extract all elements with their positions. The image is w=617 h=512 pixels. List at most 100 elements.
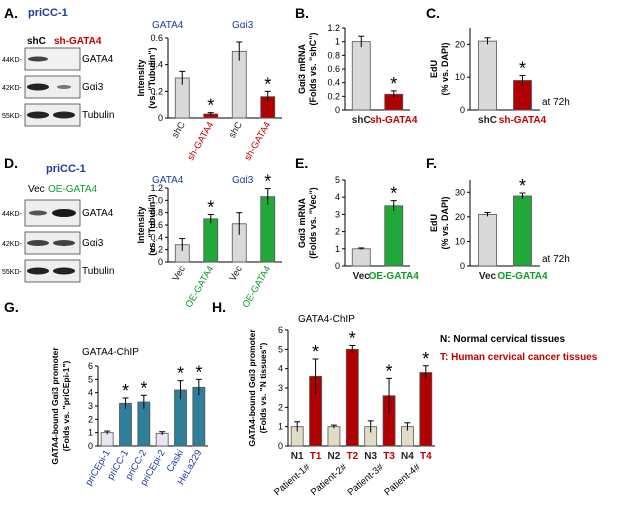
legend-h-tumor: T: Human cervical cancer tissues — [440, 352, 598, 363]
blot-d-lane-oe: OE-GATA4 — [48, 184, 98, 195]
chart-c-category-label: sh-GATA4 — [499, 115, 547, 126]
panel-h-label: H. — [212, 299, 226, 315]
blot-d-mw-44: 44KD- — [2, 211, 23, 218]
chart-c-ytick-label: 10 — [455, 72, 465, 82]
panel-a-blot: A. priCC-1 shC sh-GATA4 44KD- 42KD- 55KD… — [2, 5, 114, 127]
chart-b-ytick-label: 0.2 — [327, 91, 340, 101]
chart-f-annot: at 72h — [542, 254, 570, 265]
chart-d-category-label: OE-GATA4 — [241, 264, 274, 310]
chart-a-star: * — [207, 96, 214, 116]
chart-h-star: * — [422, 349, 429, 369]
chart-d-star: * — [264, 172, 271, 192]
chart-a-ytick-label: 0.2 — [150, 86, 163, 96]
blot-d-gai3-label: Gαi3 — [82, 238, 104, 249]
chart-h-bar — [345, 348, 359, 447]
chart-d-ytick-label: 1.0 — [150, 195, 163, 205]
chart-h-category-label: T1 — [310, 451, 322, 462]
chart-g-bar — [119, 402, 132, 447]
blot-a-tubulin-band-2 — [53, 111, 75, 119]
chart-h-patient-label: Patient-4# — [382, 461, 423, 498]
chart-e-ylabel-line2: (Folds vs. "Vec") — [308, 187, 318, 259]
panel-g-label: G. — [4, 299, 19, 315]
chart-f-ytick-label: 0 — [460, 261, 465, 271]
chart-g-star: * — [195, 362, 202, 382]
chart-f-ylabel: EdU(% vs. DAPI) — [429, 196, 450, 249]
blot-d-gata4-band-1 — [29, 210, 47, 216]
chart-b-ytick-label: 1.2 — [327, 23, 340, 33]
chart-g-star: * — [140, 378, 147, 398]
blot-a-cell-line: priCC-1 — [28, 7, 68, 19]
chart-b-category-label: shC — [352, 115, 371, 126]
chart-e-ylabel-line1: Gαi3 mRNA — [297, 197, 307, 248]
chart-g-ylabel-line2: (Folds vs. "priCEpi-1") — [61, 360, 71, 451]
chart-h-ytick-label: 5 — [278, 344, 283, 354]
chart-f-ylabel-line2: (% vs. DAPI) — [440, 196, 450, 249]
chart-c-bar — [478, 40, 497, 111]
panel-a-label: A. — [4, 5, 18, 21]
blot-a-gata4-band — [28, 56, 48, 62]
chart-f-category-label: OE-GATA4 — [497, 271, 548, 282]
chart-a: GATA4 Gαi3 0 0.2 0.4 0.6 Intensity(vs. "Tubu… — [136, 20, 282, 163]
chart-b-ylabel: Gαi3 mRNA(Folds vs. "shC") — [297, 32, 318, 105]
chart-a-ytick-label: 0.4 — [150, 60, 163, 70]
chart-a-group-gai3: Gαi3 — [232, 20, 254, 31]
chart-g-title: GATA4-ChIP — [82, 347, 139, 358]
chart-b: B. 0 0.2 0.4 0.6 0.8 1 1.2 Gαi3 mRNA(Folds vs. … — [295, 5, 418, 126]
chart-h-ytick-label: 6 — [278, 325, 283, 335]
blot-a-gai3-band-2 — [57, 85, 71, 89]
chart-a-category-label: shC — [227, 120, 245, 140]
chart-a-bar — [231, 50, 247, 119]
panel-c-label: C. — [426, 5, 440, 21]
chart-h-star: * — [349, 328, 356, 348]
blot-d-gata4-label: GATA4 — [82, 208, 114, 219]
chart-e-ytick-label: 4 — [335, 192, 340, 202]
chart-a-category-label: sh-GATA4 — [185, 120, 216, 163]
chart-h-ylabel-line1: GATA4-bound Gαi3 promoter — [247, 329, 257, 447]
chart-h-star: * — [386, 361, 393, 381]
chart-d-ylabel: Intensity(vs. "Tubulin") — [136, 194, 157, 255]
chart-h-category-label: T3 — [383, 451, 395, 462]
chart-h-category-label: N1 — [291, 451, 304, 462]
chart-h-ytick-label: 3 — [278, 383, 283, 393]
chart-h-category-label: T2 — [346, 451, 358, 462]
blot-d-gata4-band-2 — [52, 209, 76, 217]
chart-e-star: * — [390, 184, 397, 204]
blot-a-tubulin-band-1 — [27, 111, 49, 119]
chart-g-ytick-label: 6 — [88, 361, 93, 371]
chart-d-ytick-label: 0.8 — [150, 208, 163, 218]
chart-h-ytick-label: 0 — [278, 441, 283, 451]
chart-h-patient-label: Patient-1# — [272, 461, 313, 498]
chart-g-star: * — [122, 381, 129, 401]
legend-h-normal: N: Normal cervical tissues — [440, 334, 565, 345]
chart-h-category-label: N3 — [364, 451, 377, 462]
chart-d-star: * — [207, 198, 214, 218]
blot-a-mw-44: 44KD- — [2, 57, 23, 64]
blot-d-gai3-band-1 — [27, 240, 49, 246]
chart-d-ylabel-line2: (vs. "Tubulin") — [147, 194, 157, 255]
chart-g: G. GATA4-ChIP 0 1 2 3 4 5 6 GATA4-bound Gαi3 pr… — [4, 299, 208, 488]
chart-c-ylabel: EdU(% vs. DAPI) — [429, 42, 450, 95]
blot-d-mw-55: 55KD- — [2, 269, 23, 276]
chart-g-ytick-label: 0 — [88, 441, 93, 451]
chart-d: GATA4 Gαi3 00.20.40.60.81.01.2Intensity(… — [136, 172, 282, 310]
chart-b-ytick-label: 0.4 — [327, 78, 340, 88]
chart-c-ytick-label: 20 — [455, 39, 465, 49]
chart-h-ytick-label: 1 — [278, 422, 283, 432]
chart-b-category-label: sh-GATA4 — [370, 115, 418, 126]
chart-d-category-label: Vec — [170, 264, 188, 283]
chart-h-ylabel-line2: (Folds vs. "N tissues") — [258, 342, 268, 433]
chart-f-ytick-label: 20 — [455, 212, 465, 222]
blot-a-gata4-label: GATA4 — [82, 54, 114, 65]
chart-a-ylabel-line1: Intensity — [136, 59, 146, 96]
chart-h-category-label: T4 — [420, 451, 432, 462]
chart-a-ytick-label: 0 — [158, 113, 163, 123]
panel-b-label: B. — [295, 5, 309, 21]
chart-f-ytick-label: 10 — [455, 236, 465, 246]
blot-d-cell-line: priCC-1 — [46, 163, 86, 175]
chart-h-bar — [327, 426, 341, 447]
chart-g-star: * — [177, 364, 184, 384]
chart-h-ytick-label: 4 — [278, 364, 283, 374]
chart-e-ytick-label: 2 — [335, 227, 340, 237]
blot-d-mw-42: 42KD- — [2, 241, 23, 248]
chart-c: C. at 72h 0 10 20 EdU(% vs. DAPI) shC * sh-GAT… — [426, 5, 570, 126]
